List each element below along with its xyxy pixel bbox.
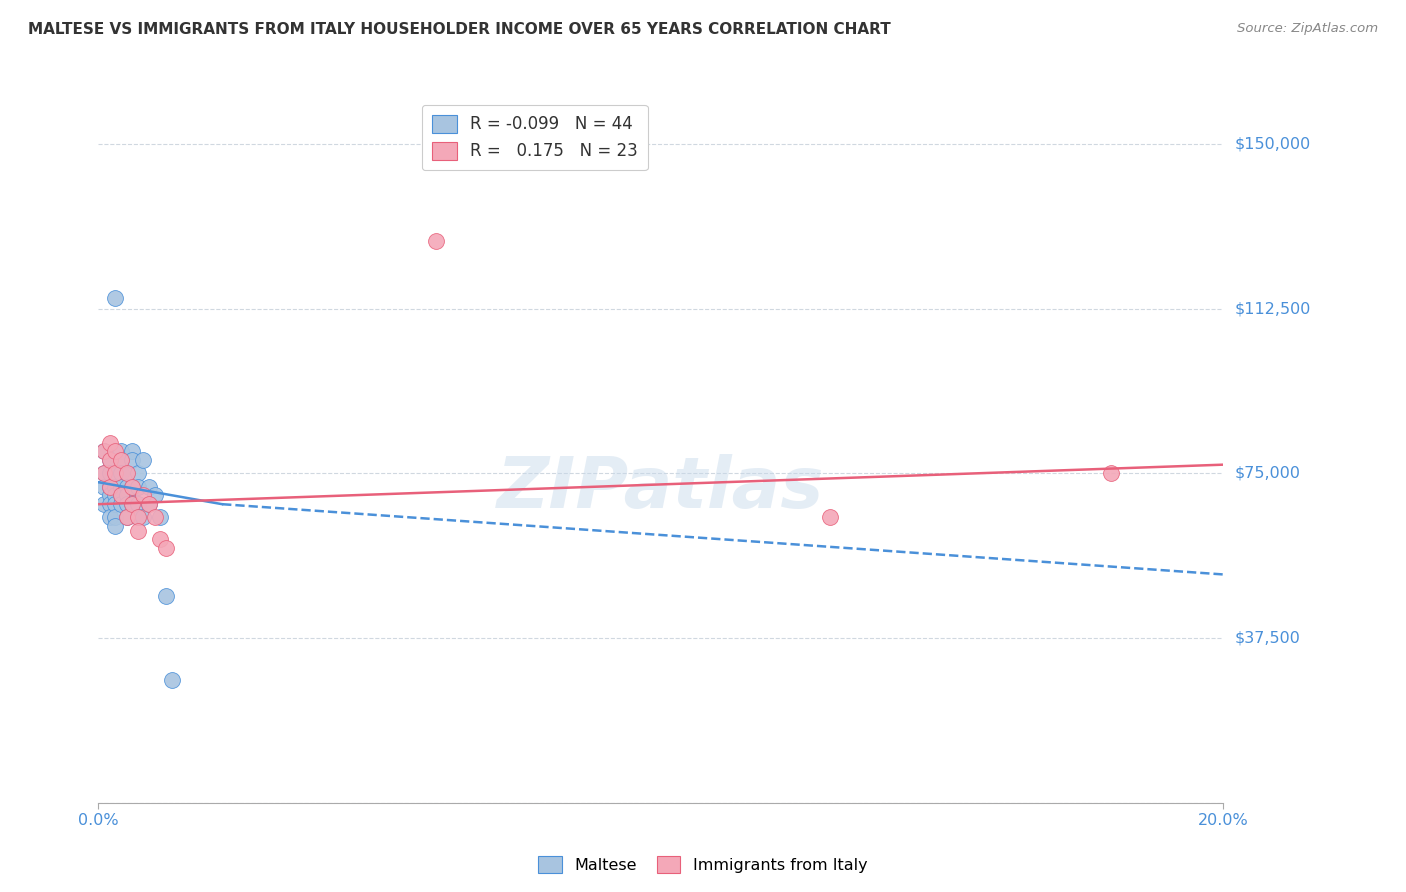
Point: [110, 480, 132, 494]
Point: [110, 453, 132, 467]
Point: [132, 488, 155, 502]
Text: $37,500: $37,500: [1234, 631, 1301, 646]
Point: [138, 480, 160, 494]
Point: [121, 497, 143, 511]
Point: [110, 444, 132, 458]
Point: [143, 510, 166, 524]
Point: [93, 444, 115, 458]
Point: [93, 444, 115, 458]
Point: [98, 453, 121, 467]
Point: [132, 453, 155, 467]
Point: [115, 467, 138, 481]
Point: [149, 533, 172, 547]
Point: [98, 497, 121, 511]
Point: [115, 510, 138, 524]
Point: [155, 541, 177, 555]
Point: [104, 467, 127, 481]
Point: [104, 444, 127, 458]
Point: [115, 510, 138, 524]
Point: [115, 497, 138, 511]
Point: [121, 480, 143, 494]
Point: [149, 510, 172, 524]
Point: [98, 510, 121, 524]
Point: [127, 510, 149, 524]
Point: [104, 488, 127, 502]
Text: $150,000: $150,000: [1234, 136, 1310, 152]
Point: [110, 453, 132, 467]
Point: [98, 467, 121, 481]
Point: [98, 480, 121, 494]
Point: [104, 510, 127, 524]
Legend: R = -0.099   N = 44, R =   0.175   N = 23: R = -0.099 N = 44, R = 0.175 N = 23: [422, 104, 648, 170]
Point: [132, 510, 155, 524]
Point: [121, 480, 143, 494]
Point: [110, 467, 132, 481]
Point: [115, 480, 138, 494]
Point: [110, 488, 132, 502]
Point: [127, 497, 149, 511]
Point: [127, 480, 149, 494]
Point: [121, 497, 143, 511]
Text: MALTESE VS IMMIGRANTS FROM ITALY HOUSEHOLDER INCOME OVER 65 YEARS CORRELATION CH: MALTESE VS IMMIGRANTS FROM ITALY HOUSEHO…: [28, 22, 891, 37]
Point: [818, 510, 841, 524]
Point: [115, 488, 138, 502]
Point: [1099, 467, 1122, 481]
Point: [98, 453, 121, 467]
Point: [93, 497, 115, 511]
Text: Source: ZipAtlas.com: Source: ZipAtlas.com: [1237, 22, 1378, 36]
Point: [104, 519, 127, 533]
Text: ZIPatlas: ZIPatlas: [498, 454, 824, 524]
Point: [104, 497, 127, 511]
Point: [98, 435, 121, 450]
Point: [104, 467, 127, 481]
Text: $112,500: $112,500: [1234, 301, 1310, 317]
Legend: Maltese, Immigrants from Italy: Maltese, Immigrants from Italy: [531, 849, 875, 880]
Point: [104, 480, 127, 494]
Point: [98, 480, 121, 494]
Point: [127, 510, 149, 524]
Point: [121, 444, 143, 458]
Point: [115, 467, 138, 481]
Point: [121, 453, 143, 467]
Point: [138, 497, 160, 511]
Point: [110, 488, 132, 502]
Point: [143, 488, 166, 502]
Point: [98, 488, 121, 502]
Point: [138, 497, 160, 511]
Point: [110, 497, 132, 511]
Point: [93, 480, 115, 494]
Point: [93, 467, 115, 481]
Point: [155, 590, 177, 604]
Point: [127, 524, 149, 538]
Text: $75,000: $75,000: [1234, 466, 1301, 481]
Point: [160, 673, 183, 687]
Point: [127, 467, 149, 481]
Point: [93, 467, 115, 481]
Point: [425, 234, 447, 248]
Point: [104, 291, 127, 305]
